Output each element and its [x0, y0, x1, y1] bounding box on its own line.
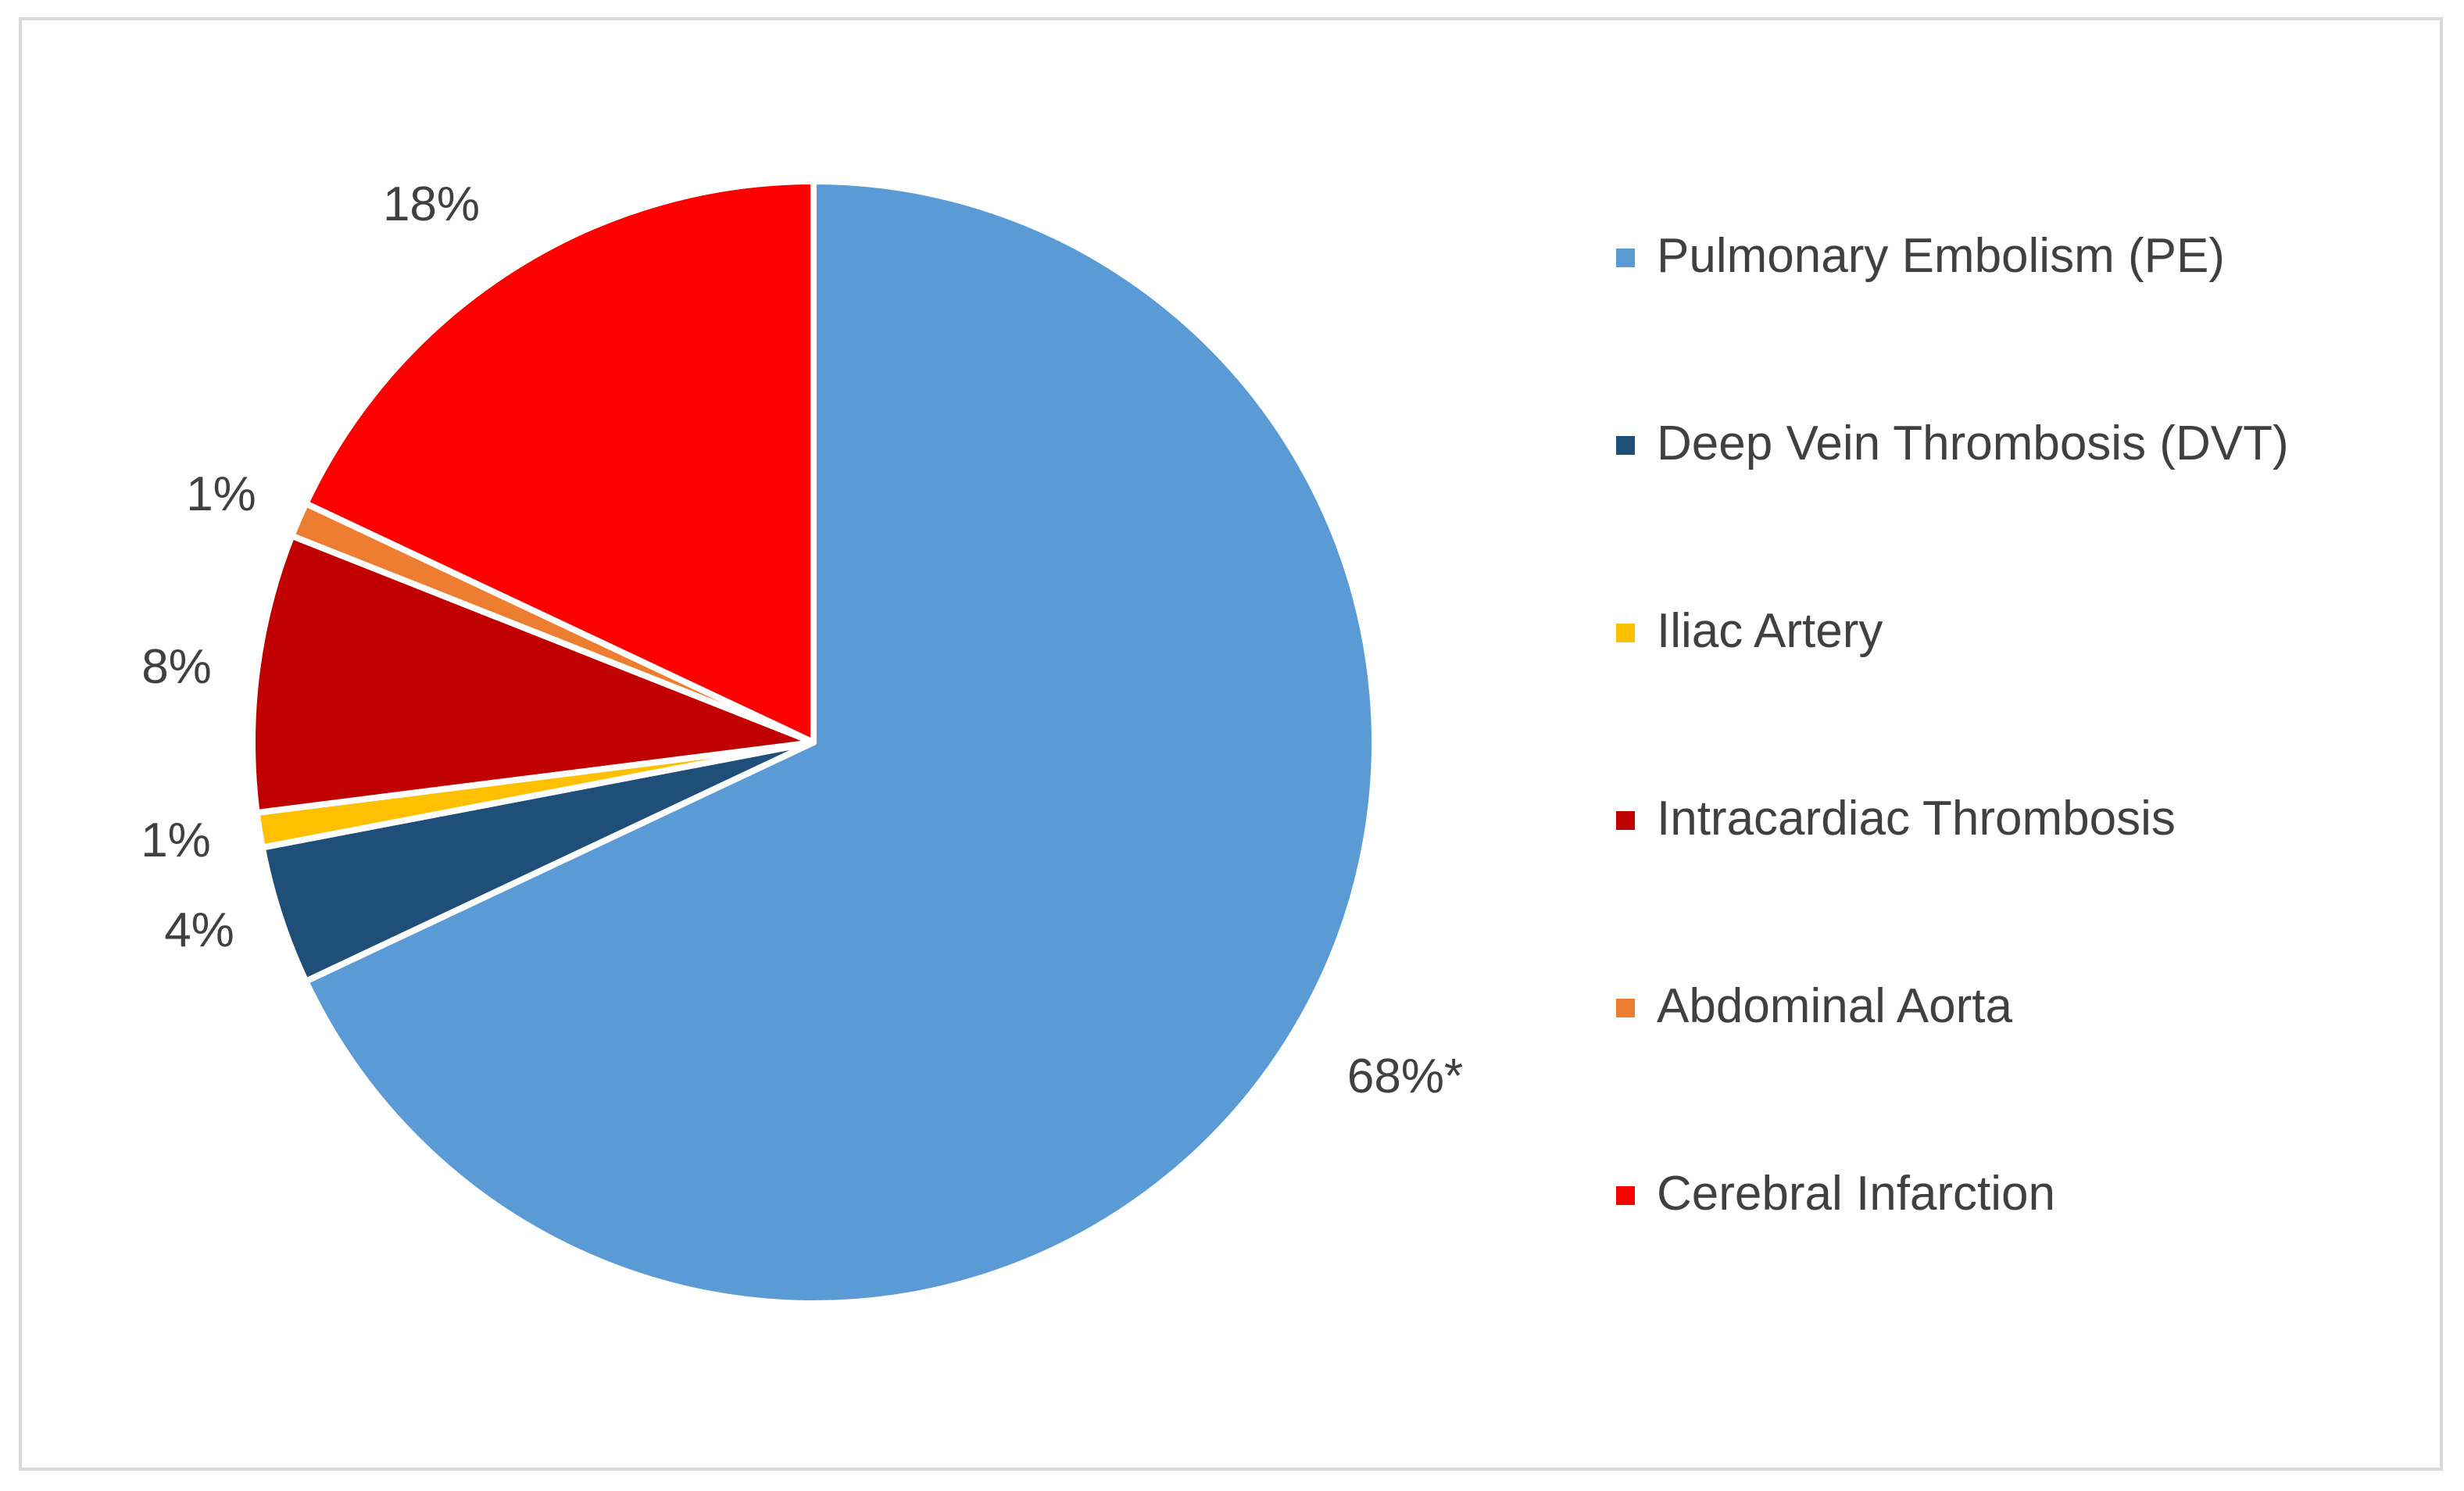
pie-slice-cerebral-infarction: [302, 178, 817, 746]
data-label-abdominal-aorta: 1%: [186, 467, 256, 521]
chart-frame: 68%* 4% 1% 8% 1% 18% Pulmonary Embolism (PE) D…: [19, 17, 2443, 1471]
legend-label-intracardiac-thrombosis: Intracardiac Thrombosis: [1657, 792, 2176, 846]
data-label-cerebral-infarction: 18%: [383, 177, 480, 231]
legend: Pulmonary Embolism (PE) Deep Vein Thrombo…: [1616, 229, 2289, 1221]
pie-slices: [249, 178, 1378, 1307]
pie-slice-pulmonary-embolism-pe: [302, 178, 1378, 1307]
legend-label-cerebral-infarction: Cerebral Infarction: [1657, 1167, 2055, 1221]
legend-label-pulmonary-embolism-pe: Pulmonary Embolism (PE): [1657, 229, 2225, 283]
legend-swatch-deep-vein-thrombosis-dvt: [1616, 436, 1635, 455]
legend-swatch-intracardiac-thrombosis: [1616, 811, 1635, 830]
data-label-pulmonary-embolism-pe: 68%*: [1347, 1049, 1463, 1103]
legend-label-deep-vein-thrombosis-dvt: Deep Vein Thrombosis (DVT): [1657, 417, 2289, 470]
legend-swatch-pulmonary-embolism-pe: [1616, 248, 1635, 267]
pie-chart: 68%* 4% 1% 8% 1% 18% Pulmonary Embolism (PE) D…: [141, 177, 2289, 1307]
legend-swatch-abdominal-aorta: [1616, 999, 1635, 1017]
pie-slice-intracardiac-thrombosis: [249, 532, 817, 816]
legend-label-iliac-artery: Iliac Artery: [1657, 604, 1883, 658]
legend-swatch-cerebral-infarction: [1616, 1186, 1635, 1205]
legend-swatch-iliac-artery: [1616, 624, 1635, 642]
legend-label-abdominal-aorta: Abdominal Aorta: [1657, 979, 2012, 1033]
pie-data-labels: 68%* 4% 1% 8% 1% 18%: [141, 177, 1463, 1103]
data-label-intracardiac-thrombosis: 8%: [141, 640, 212, 694]
data-label-iliac-artery: 1%: [141, 813, 211, 867]
data-label-deep-vein-thrombosis-dvt: 4%: [164, 903, 234, 957]
